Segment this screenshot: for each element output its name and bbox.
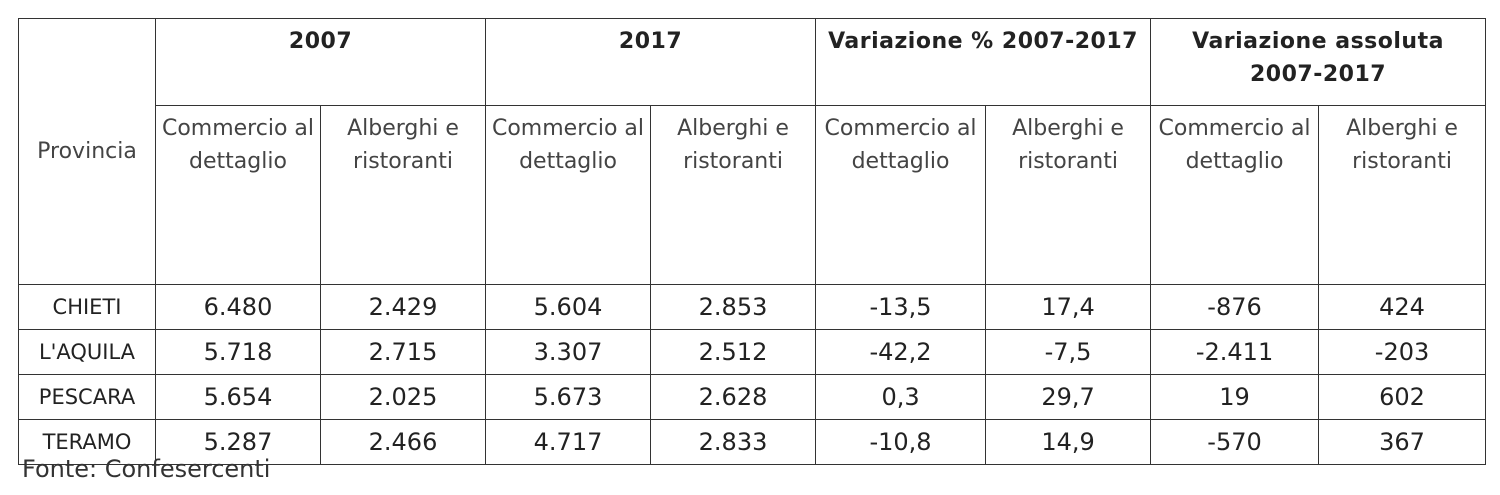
column-header: Commercio al dettaglio [155,105,321,285]
value-cell: 29,7 [985,374,1152,420]
value-cell: 424 [1318,284,1487,330]
header-row: Provincia 2007 2017 Variazione % 2007-2017 V… [18,18,1487,285]
province-cell: PESCARA [18,374,156,420]
value-cell: -570 [1150,419,1320,465]
value-cell: 5.673 [485,374,652,420]
value-cell: 2.853 [650,284,817,330]
province-cell: TERAMO [18,419,156,465]
value-cell: 14,9 [985,419,1152,465]
value-cell: -2.411 [1150,329,1320,375]
group-header: Variazione assoluta 2007-2017 [1150,18,1487,106]
column-header: Alberghi e ristoranti [985,105,1152,285]
value-cell: 2.466 [319,419,487,465]
data-row: CHIETI 6.480 2.429 5.604 2.853 -13,5 17,4 -876 4… [18,284,1487,330]
table-header: Provincia 2007 2017 Variazione % 2007-2017 V… [18,18,1487,285]
value-cell: 5.654 [155,374,321,420]
province-cell: L'AQUILA [18,329,156,375]
value-cell: 2.715 [319,329,487,375]
value-cell: -876 [1150,284,1320,330]
value-cell: 5.718 [155,329,321,375]
data-row: PESCARA 5.654 2.025 5.673 2.628 0,3 29,7 19 602 [18,374,1487,420]
value-cell: 4.717 [485,419,652,465]
value-cell: -13,5 [815,284,987,330]
value-cell: 6.480 [155,284,321,330]
value-cell: 602 [1318,374,1487,420]
value-cell: 367 [1318,419,1487,465]
column-header: Alberghi e ristoranti [1318,105,1487,285]
group-header: Variazione % 2007-2017 [815,18,1152,106]
value-cell: 5.287 [155,419,321,465]
subheader-row: Commercio al dettaglio Alberghi e ristora… [19,105,1487,285]
value-cell: 2.833 [650,419,817,465]
value-cell: 5.604 [485,284,652,330]
group-header: 2017 [485,18,817,106]
value-cell: 2.512 [650,329,817,375]
corner-header: Provincia [18,18,156,285]
group-header: 2007 [154,18,487,106]
value-cell: 2.628 [650,374,817,420]
column-header: Commercio al dettaglio [815,105,987,285]
value-cell: -42,2 [815,329,987,375]
value-cell: -7,5 [985,329,1152,375]
column-header: Commercio al dettaglio [485,105,652,285]
data-row: L'AQUILA 5.718 2.715 3.307 2.512 -42,2 -7,5 -2.… [18,329,1487,375]
value-cell: -203 [1318,329,1487,375]
table-wrapper: Provincia 2007 2017 Variazione % 2007-2017 V… [18,18,1487,465]
value-cell: 19 [1150,374,1320,420]
data-table: Provincia 2007 2017 Variazione % 2007-2017 V… [18,18,1487,465]
value-cell: -10,8 [815,419,987,465]
data-row: TERAMO 5.287 2.466 4.717 2.833 -10,8 14,9 -570 3… [18,419,1487,465]
value-cell: 17,4 [985,284,1152,330]
column-header: Commercio al dettaglio [1150,105,1320,285]
table-body: CHIETI 6.480 2.429 5.604 2.853 -13,5 17,4 -876 4… [18,284,1487,465]
column-header: Alberghi e ristoranti [650,105,817,285]
value-cell: 2.429 [319,284,487,330]
province-cell: CHIETI [18,284,156,330]
value-cell: 3.307 [485,329,652,375]
value-cell: 2.025 [319,374,487,420]
column-header: Alberghi e ristoranti [319,105,487,285]
source-note: Fonte: Confesercenti [22,455,271,483]
value-cell: 0,3 [815,374,987,420]
